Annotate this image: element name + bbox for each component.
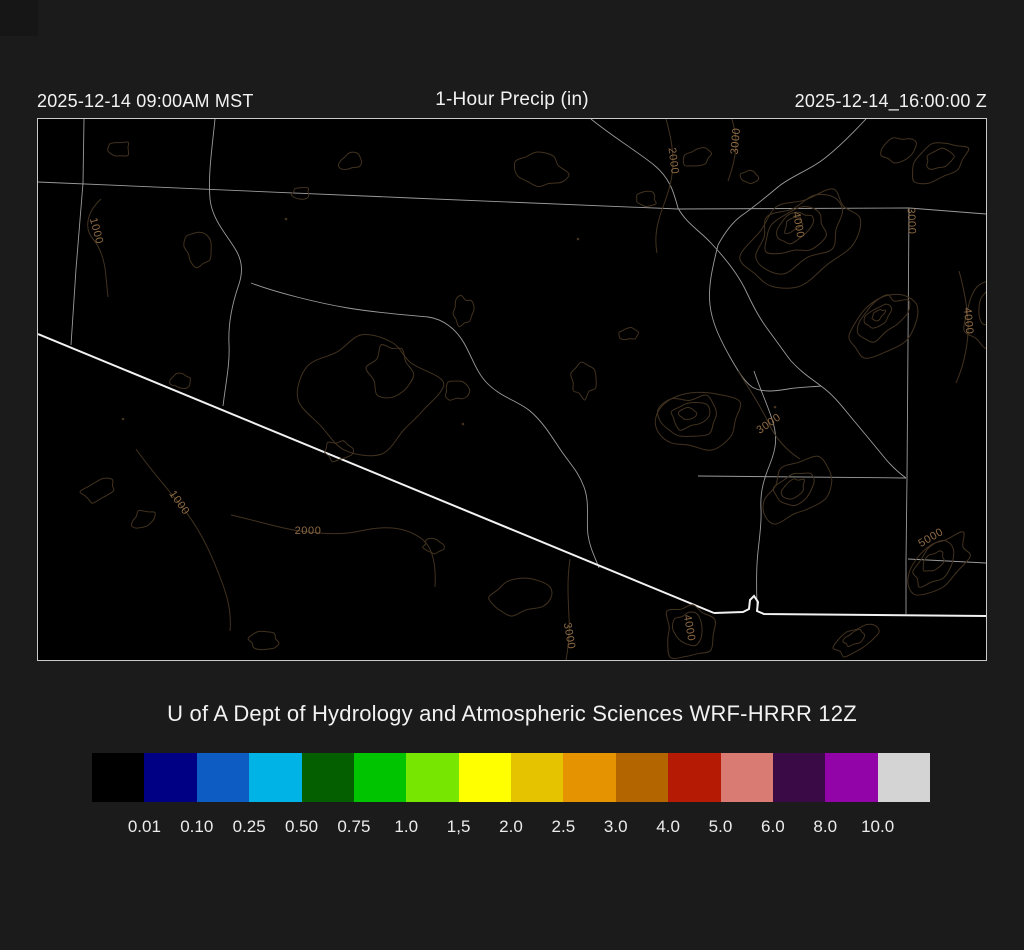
colorbar-cell-6 (406, 753, 459, 802)
credit-line: U of A Dept of Hydrology and Atmospheric… (167, 701, 857, 726)
colorbar-cell-2 (196, 753, 250, 802)
state-border-lines (38, 333, 986, 617)
top-left-dark-patch (0, 0, 38, 36)
colorbar-label-3.0: 3.0 (603, 817, 628, 836)
colorbar-cell-13 (772, 753, 826, 802)
elevation-label-2000: 2000 (666, 147, 681, 175)
colorbar-cell-5 (353, 753, 407, 802)
colorbar-label-0.50: 0.50 (284, 817, 319, 836)
elevation-label-1000: 1000 (87, 216, 106, 245)
elevation-label-3000: 3000 (561, 622, 577, 651)
colorbar-cell-8 (511, 753, 564, 802)
precip-colorbar (92, 753, 930, 802)
plot-title: 1-Hour Precip (in) (435, 89, 589, 110)
colorbar-label-2.0: 2.0 (499, 817, 523, 836)
colorbar-cell-3 (249, 753, 302, 802)
colorbar-label-0.25: 0.25 (232, 817, 266, 836)
elevation-label-3000: 3000 (754, 411, 783, 436)
terrain-contour-rings (79, 137, 986, 659)
colorbar-cell-12 (720, 753, 773, 802)
colorbar-cell-7 (458, 753, 511, 802)
colorbar-label-0.01: 0.01 (127, 817, 161, 836)
colorbar-cell-10 (615, 753, 669, 802)
colorbar-label-6.0: 6.0 (761, 817, 785, 836)
colorbar-label-8.0: 8.0 (813, 817, 838, 836)
colorbar-cell-0 (92, 753, 145, 802)
county-boundary-lines (38, 119, 986, 614)
elevation-label-2000: 2000 (295, 525, 322, 537)
colorbar-cell-9 (563, 753, 616, 802)
elevation-label-4000: 4000 (961, 307, 975, 335)
colorbar-label-4.0: 4.0 (656, 817, 680, 836)
valid-time-local: 2025-12-14 09:00AM MST (37, 91, 254, 111)
colorbar-cell-15 (877, 753, 930, 802)
colorbar-label-0.10: 0.10 (180, 817, 214, 836)
colorbar-label-1,5: 1,5 (446, 817, 471, 836)
colorbar-cell-1 (144, 753, 197, 802)
elevation-label-4000: 4000 (681, 614, 697, 643)
colorbar-cell-11 (668, 753, 721, 802)
elevation-label-1000: 1000 (166, 488, 191, 517)
colorbar-label-10.0: 10.0 (861, 817, 895, 836)
colorbar-cell-4 (301, 753, 354, 802)
colorbar-label-1.0: 1.0 (394, 817, 419, 836)
terrain-contour-lines (87, 119, 969, 660)
colorbar-cell-14 (825, 753, 878, 802)
colorbar-label-5.0: 5.0 (708, 817, 733, 836)
precip-map: 1000 1000 2000 2000 3000 4000 3000 4000 3000 5000… (37, 118, 987, 661)
elevation-label-3000: 3000 (905, 207, 918, 234)
colorbar-label-0.75: 0.75 (337, 817, 371, 836)
elevation-label-3000: 3000 (729, 127, 743, 155)
elevation-label-4000: 4000 (790, 211, 806, 240)
valid-time-utc: 2025-12-14_16:00:00 Z (794, 91, 987, 111)
colorbar-label-2.5: 2.5 (551, 817, 576, 836)
